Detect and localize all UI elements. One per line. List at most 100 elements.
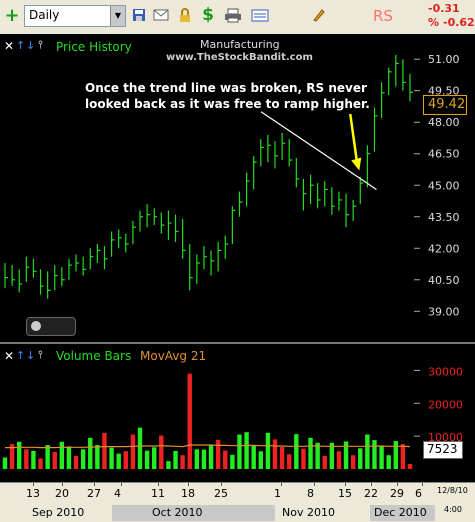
volume-bar: [159, 435, 164, 469]
last-volume-label: 7523: [427, 442, 458, 456]
moving-average-line: [5, 444, 411, 449]
arrow-up-icon[interactable]: ↑: [16, 349, 26, 362]
period-select[interactable]: Daily ▼: [24, 5, 126, 27]
x-tick-mark: [188, 483, 189, 486]
volume-bar: [272, 439, 278, 469]
data-window-icon[interactable]: [250, 6, 270, 24]
month-band-oct: [112, 505, 275, 521]
volume-bar: [244, 432, 249, 469]
annotation-line-2: looked back as it was free to ramp highe…: [85, 97, 370, 111]
x-tick-mark: [345, 483, 346, 486]
print-icon[interactable]: [224, 6, 242, 24]
volume-bar: [137, 427, 143, 469]
x-tick-label: 29: [390, 487, 404, 500]
volume-bar: [208, 445, 214, 469]
volume-bar: [308, 437, 313, 469]
y-tick-label: 20000: [428, 398, 463, 411]
volume-bar: [194, 449, 200, 469]
volume-bar: [38, 458, 43, 469]
x-tick-label: 20: [55, 487, 69, 500]
volume-bar: [80, 449, 86, 469]
y-tick-label: 42.00: [428, 242, 460, 255]
volume-bar: [350, 455, 356, 469]
last-volume-box: 7523: [423, 441, 463, 459]
x-tick-mark: [371, 483, 372, 486]
volume-bar: [102, 432, 107, 469]
close-icon[interactable]: ✕: [4, 349, 15, 363]
email-icon[interactable]: [152, 6, 170, 24]
volume-bar: [52, 451, 57, 469]
y-tick-label: 51.00: [428, 53, 460, 66]
annotation-arrow-head: [351, 157, 362, 171]
month-label-sep: Sep 2010: [32, 506, 85, 519]
time-label: 4:00: [444, 505, 462, 514]
month-band-dec: [370, 505, 435, 521]
volume-bar: [66, 446, 72, 469]
volume-bar: [336, 451, 342, 469]
panel-title: Price History: [56, 40, 132, 54]
moving-average-label: MovAvg 21: [140, 349, 207, 363]
volume-bar: [9, 444, 15, 469]
x-tick-mark: [121, 483, 122, 486]
volume-bar: [372, 440, 377, 469]
y-tick-label: 10000: [428, 431, 463, 444]
volume-bar: [258, 451, 263, 469]
x-tick-mark: [221, 483, 222, 486]
volume-bar: [322, 455, 327, 469]
change-pct-value: -0.62: [443, 16, 475, 29]
volume-bar: [251, 445, 256, 469]
date-label: 12/8/10: [437, 486, 468, 495]
watermark: www.TheStockBandit.com: [166, 52, 313, 63]
volume-bar: [237, 434, 242, 469]
x-tick-mark: [94, 483, 95, 486]
volume-bar: [379, 446, 384, 469]
x-tick-label: 13: [26, 487, 40, 500]
plus-icon[interactable]: +: [4, 4, 20, 26]
volume-bar: [329, 442, 335, 469]
month-label-oct: Oct 2010: [152, 506, 203, 519]
y-tick-label: 45.00: [428, 179, 460, 192]
volume-bar: [287, 454, 292, 469]
volume-bar: [109, 447, 114, 469]
x-tick-label: 1: [274, 487, 281, 500]
volume-bar: [144, 450, 150, 469]
pin-icon[interactable]: ⫯: [38, 348, 43, 361]
save-icon[interactable]: [131, 6, 147, 24]
y-tick-label: 43.50: [428, 211, 460, 224]
x-axis: 13 20 27 4 11 18 25 1 8 15 22 29 6 Sep 2010 Oct 2010…: [0, 482, 475, 522]
x-tick-mark: [314, 483, 315, 486]
arrow-down-icon[interactable]: ↓: [26, 349, 36, 362]
symbol-label: RS: [373, 7, 393, 25]
volume-bar: [386, 455, 391, 469]
volume-bar: [315, 442, 320, 469]
annotation-line-1: Once the trend line was broken, RS never: [85, 81, 367, 95]
volume-bar: [45, 445, 50, 469]
y-tick-label: 39.00: [428, 305, 460, 318]
price-panel: ✕ ↑ ↓ ⫯ Price History Manufacturing www.…: [0, 34, 475, 342]
scroll-handle[interactable]: [26, 317, 76, 336]
chevron-down-icon[interactable]: ▼: [110, 6, 125, 26]
x-tick-mark: [158, 483, 159, 486]
x-tick-label: 4: [114, 487, 121, 500]
pin-icon[interactable]: ⫯: [38, 38, 43, 51]
volume-bar: [400, 444, 406, 469]
volume-bar: [358, 448, 363, 469]
dollar-icon[interactable]: $: [202, 5, 214, 25]
arrow-down-icon[interactable]: ↓: [26, 39, 36, 52]
volume-bar: [130, 434, 136, 469]
y-tick-label: 48.00: [428, 116, 460, 129]
close-icon[interactable]: ✕: [4, 39, 15, 53]
x-tick-mark: [422, 483, 423, 486]
x-tick-label: 15: [338, 487, 352, 500]
lock-icon[interactable]: [177, 6, 193, 24]
period-value: Daily: [29, 8, 60, 22]
x-tick-label: 6: [415, 487, 422, 500]
volume-bar: [279, 446, 285, 469]
volume-bar: [73, 455, 79, 469]
arrow-up-icon[interactable]: ↑: [16, 39, 26, 52]
volume-bar: [152, 447, 157, 469]
pencil-icon[interactable]: [311, 6, 327, 24]
volume-panel: ✕ ↑ ↓ ⫯ Volume Bars MovAvg 21 10000 20000…: [0, 342, 475, 484]
last-price-label: 49.42: [428, 97, 466, 112]
